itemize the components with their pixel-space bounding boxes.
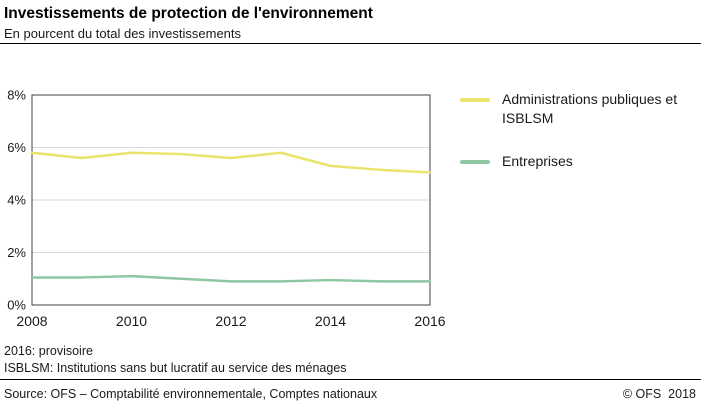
x-tick-label: 2010 (116, 313, 147, 329)
legend-item-entreprises: Entreprises (460, 152, 698, 171)
x-tick-label: 2012 (215, 313, 246, 329)
page-title: Investissements de protection de l'envir… (4, 5, 373, 22)
footnotes: 2016: provisoire ISBLSM: Institutions sa… (4, 343, 347, 377)
y-tick-label: 6% (7, 140, 26, 155)
x-tick-label: 2008 (16, 313, 47, 329)
plot-border (31, 94, 431, 306)
legend-swatch-administrations-icon (460, 98, 490, 102)
y-tick-label: 8% (7, 88, 26, 103)
legend-label-administrations: Administrations publiques et ISBLSM (502, 91, 678, 126)
legend-label-entreprises: Entreprises (502, 153, 573, 169)
line-chart: 0% 2% 4% 6% 8% 2008 2010 2012 2014 2016 (7, 88, 446, 329)
legend-item-administrations-publiques: Administrations publiques et ISBLSM (460, 90, 698, 128)
x-tick-label: 2014 (315, 313, 346, 329)
y-tick-label: 0% (7, 298, 26, 313)
chart-legend: Administrations publiques et ISBLSM Entr… (460, 88, 698, 171)
source-text: Source: OFS – Comptabilité environnement… (4, 387, 378, 401)
x-tick-label: 2016 (414, 313, 445, 329)
page-subtitle: En pourcent du total des investissements (4, 26, 242, 41)
series-line-1 (30, 274, 432, 283)
y-tick-label: 4% (7, 193, 26, 208)
footnote-isblsm: ISBLSM: Institutions sans but lucratif a… (4, 361, 347, 375)
copyright-text: © OFS 2018 (622, 387, 696, 401)
footnote-provisoire: 2016: provisoire (4, 344, 93, 358)
y-tick-label: 2% (7, 245, 26, 260)
series-line-0 (30, 151, 432, 174)
header-divider (0, 43, 701, 44)
chart-region: 0% 2% 4% 6% 8% 2008 2010 2012 2014 2016 Administr… (0, 88, 698, 332)
footer: Source: OFS – Comptabilité environnement… (4, 387, 696, 401)
footer-divider (0, 379, 701, 380)
legend-swatch-entreprises-icon (460, 160, 490, 164)
